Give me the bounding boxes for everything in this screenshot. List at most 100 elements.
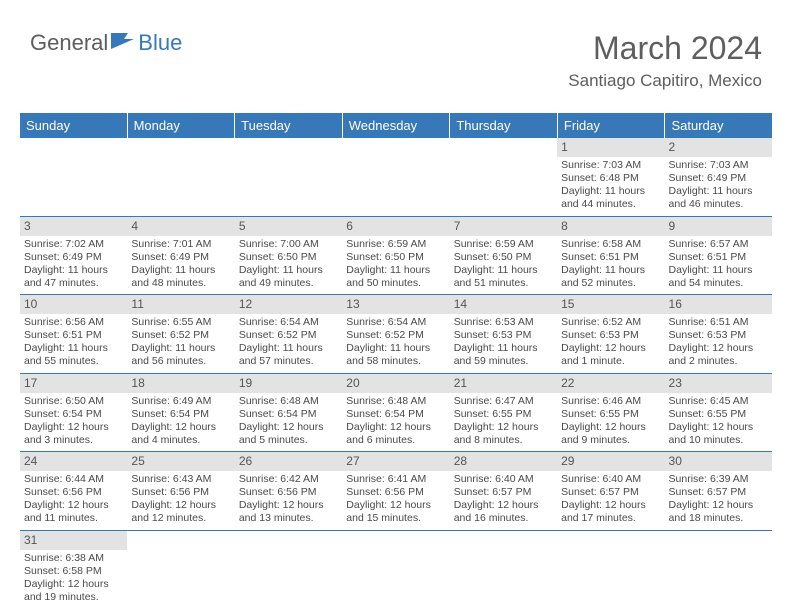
daylight1-text: Daylight: 12 hours: [454, 499, 553, 512]
day-number: 18: [127, 374, 234, 393]
sunset-text: Sunset: 6:52 PM: [239, 329, 338, 342]
empty-cell: [557, 531, 664, 609]
sunrise-text: Sunrise: 6:47 AM: [454, 395, 553, 408]
logo: General Blue: [30, 30, 182, 56]
logo-flag-icon: [110, 31, 136, 56]
daylight1-text: Daylight: 11 hours: [24, 342, 123, 355]
daylight1-text: Daylight: 12 hours: [346, 421, 445, 434]
sunset-text: Sunset: 6:55 PM: [669, 408, 768, 421]
month-title: March 2024: [568, 30, 762, 67]
daylight2-text: and 6 minutes.: [346, 434, 445, 447]
daylight1-text: Daylight: 11 hours: [454, 264, 553, 277]
day-cell: 23Sunrise: 6:45 AMSunset: 6:55 PMDayligh…: [665, 374, 772, 452]
day-number: 1: [557, 138, 664, 157]
empty-cell: [665, 531, 772, 609]
sunrise-text: Sunrise: 6:58 AM: [561, 238, 660, 251]
daylight1-text: Daylight: 12 hours: [561, 342, 660, 355]
day-cell: 31Sunrise: 6:38 AMSunset: 6:58 PMDayligh…: [20, 531, 127, 609]
daylight1-text: Daylight: 11 hours: [131, 342, 230, 355]
sunrise-text: Sunrise: 6:43 AM: [131, 473, 230, 486]
daylight2-text: and 3 minutes.: [24, 434, 123, 447]
daylight1-text: Daylight: 12 hours: [669, 342, 768, 355]
week-row: 1Sunrise: 7:03 AMSunset: 6:48 PMDaylight…: [20, 138, 772, 217]
sunset-text: Sunset: 6:54 PM: [239, 408, 338, 421]
week-row: 17Sunrise: 6:50 AMSunset: 6:54 PMDayligh…: [20, 374, 772, 453]
day-cell: 15Sunrise: 6:52 AMSunset: 6:53 PMDayligh…: [557, 295, 664, 373]
daylight1-text: Daylight: 12 hours: [454, 421, 553, 434]
empty-cell: [127, 531, 234, 609]
day-number: 13: [342, 295, 449, 314]
location-label: Santiago Capitiro, Mexico: [568, 71, 762, 91]
day-header: Tuesday: [235, 113, 343, 138]
sunrise-text: Sunrise: 6:56 AM: [24, 316, 123, 329]
daylight1-text: Daylight: 11 hours: [669, 264, 768, 277]
daylight2-text: and 57 minutes.: [239, 355, 338, 368]
daylight2-text: and 55 minutes.: [24, 355, 123, 368]
day-cell: 11Sunrise: 6:55 AMSunset: 6:52 PMDayligh…: [127, 295, 234, 373]
day-header-row: SundayMondayTuesdayWednesdayThursdayFrid…: [20, 113, 772, 138]
sunset-text: Sunset: 6:57 PM: [454, 486, 553, 499]
sunrise-text: Sunrise: 6:41 AM: [346, 473, 445, 486]
daylight1-text: Daylight: 11 hours: [239, 264, 338, 277]
day-number: 16: [665, 295, 772, 314]
sunrise-text: Sunrise: 7:01 AM: [131, 238, 230, 251]
daylight2-text: and 51 minutes.: [454, 277, 553, 290]
day-cell: 28Sunrise: 6:40 AMSunset: 6:57 PMDayligh…: [450, 452, 557, 530]
day-number: 15: [557, 295, 664, 314]
sunrise-text: Sunrise: 6:54 AM: [346, 316, 445, 329]
daylight2-text: and 50 minutes.: [346, 277, 445, 290]
daylight2-text: and 12 minutes.: [131, 512, 230, 525]
daylight2-text: and 18 minutes.: [669, 512, 768, 525]
sunrise-text: Sunrise: 6:51 AM: [669, 316, 768, 329]
sunset-text: Sunset: 6:54 PM: [24, 408, 123, 421]
day-cell: 20Sunrise: 6:48 AMSunset: 6:54 PMDayligh…: [342, 374, 449, 452]
sunrise-text: Sunrise: 6:54 AM: [239, 316, 338, 329]
day-cell: 7Sunrise: 6:59 AMSunset: 6:50 PMDaylight…: [450, 217, 557, 295]
day-cell: 1Sunrise: 7:03 AMSunset: 6:48 PMDaylight…: [557, 138, 664, 216]
day-number: 29: [557, 452, 664, 471]
daylight2-text: and 13 minutes.: [239, 512, 338, 525]
daylight1-text: Daylight: 11 hours: [561, 185, 660, 198]
daylight1-text: Daylight: 12 hours: [24, 421, 123, 434]
day-number: 25: [127, 452, 234, 471]
sunrise-text: Sunrise: 6:55 AM: [131, 316, 230, 329]
day-cell: 24Sunrise: 6:44 AMSunset: 6:56 PMDayligh…: [20, 452, 127, 530]
day-cell: 14Sunrise: 6:53 AMSunset: 6:53 PMDayligh…: [450, 295, 557, 373]
sunset-text: Sunset: 6:51 PM: [669, 251, 768, 264]
daylight1-text: Daylight: 12 hours: [239, 421, 338, 434]
empty-cell: [450, 138, 557, 216]
day-cell: 27Sunrise: 6:41 AMSunset: 6:56 PMDayligh…: [342, 452, 449, 530]
day-number: 9: [665, 217, 772, 236]
day-cell: 16Sunrise: 6:51 AMSunset: 6:53 PMDayligh…: [665, 295, 772, 373]
daylight2-text: and 44 minutes.: [561, 198, 660, 211]
day-number: 17: [20, 374, 127, 393]
sunrise-text: Sunrise: 6:39 AM: [669, 473, 768, 486]
week-row: 10Sunrise: 6:56 AMSunset: 6:51 PMDayligh…: [20, 295, 772, 374]
daylight2-text: and 10 minutes.: [669, 434, 768, 447]
logo-text-blue: Blue: [138, 30, 182, 56]
day-cell: 2Sunrise: 7:03 AMSunset: 6:49 PMDaylight…: [665, 138, 772, 216]
daylight2-text: and 1 minute.: [561, 355, 660, 368]
daylight1-text: Daylight: 11 hours: [561, 264, 660, 277]
day-number: 20: [342, 374, 449, 393]
sunrise-text: Sunrise: 6:49 AM: [131, 395, 230, 408]
daylight2-text: and 47 minutes.: [24, 277, 123, 290]
daylight2-text: and 52 minutes.: [561, 277, 660, 290]
empty-cell: [235, 138, 342, 216]
day-header: Thursday: [450, 113, 558, 138]
sunset-text: Sunset: 6:50 PM: [454, 251, 553, 264]
day-number: 21: [450, 374, 557, 393]
sunset-text: Sunset: 6:49 PM: [669, 172, 768, 185]
sunset-text: Sunset: 6:50 PM: [239, 251, 338, 264]
sunrise-text: Sunrise: 6:45 AM: [669, 395, 768, 408]
daylight2-text: and 5 minutes.: [239, 434, 338, 447]
daylight1-text: Daylight: 11 hours: [239, 342, 338, 355]
day-cell: 18Sunrise: 6:49 AMSunset: 6:54 PMDayligh…: [127, 374, 234, 452]
daylight1-text: Daylight: 12 hours: [561, 499, 660, 512]
sunrise-text: Sunrise: 6:44 AM: [24, 473, 123, 486]
day-number: 31: [20, 531, 127, 550]
day-cell: 12Sunrise: 6:54 AMSunset: 6:52 PMDayligh…: [235, 295, 342, 373]
sunset-text: Sunset: 6:51 PM: [24, 329, 123, 342]
sunset-text: Sunset: 6:55 PM: [454, 408, 553, 421]
sunset-text: Sunset: 6:49 PM: [24, 251, 123, 264]
